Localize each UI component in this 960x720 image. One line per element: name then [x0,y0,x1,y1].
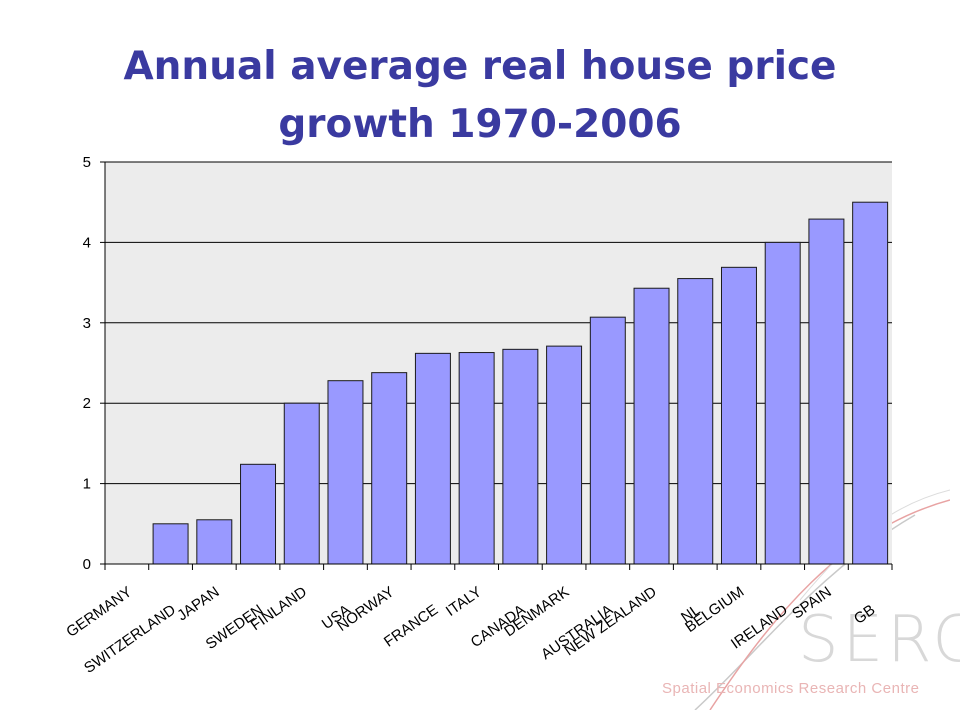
y-tick-labels: 0 1 2 3 4 5 [83,154,91,573]
logo-swoosh-red [709,499,950,710]
x-tick-label: SPAIN [789,583,835,622]
axes [104,162,893,570]
y-tick-label: 0 [83,556,91,573]
y-tick-label: 1 [83,476,91,493]
gridlines [100,161,892,565]
bar [371,372,408,565]
y-tick-label: 5 [83,154,91,171]
bar [677,278,714,565]
chart-title: Annual average real house price growth 1… [0,38,960,154]
x-tick-label: ITALY [443,583,485,620]
bar [414,352,451,565]
x-tick-label: IRELAND [728,601,791,652]
bar [327,380,364,565]
chart-title-line-2: growth 1970-2006 [278,102,682,147]
logo-wordmark: SERC [798,603,960,677]
logo-tagline: Spatial Economics Research Centre [662,680,920,697]
bar [196,519,233,565]
x-tick-label: FRANCE [381,601,441,650]
bar [720,266,757,565]
x-tick-label: GB [851,601,879,627]
bar [240,463,277,565]
bar [458,352,495,565]
bar [808,218,845,565]
x-tick-label: JAPAN [174,583,222,624]
bar [764,241,801,565]
plot-area [105,162,892,564]
bar [502,348,539,565]
bar [589,316,626,565]
chart-title-line-1: Annual average real house price [123,44,837,89]
bars [152,201,889,565]
y-tick-label: 4 [83,234,91,251]
bar [546,345,583,565]
bar [633,287,670,565]
bar [152,523,189,565]
y-tick-label: 2 [83,395,91,412]
bar [283,402,320,565]
bar [852,201,889,565]
y-tick-label: 3 [83,315,91,332]
plot-background [105,162,892,564]
